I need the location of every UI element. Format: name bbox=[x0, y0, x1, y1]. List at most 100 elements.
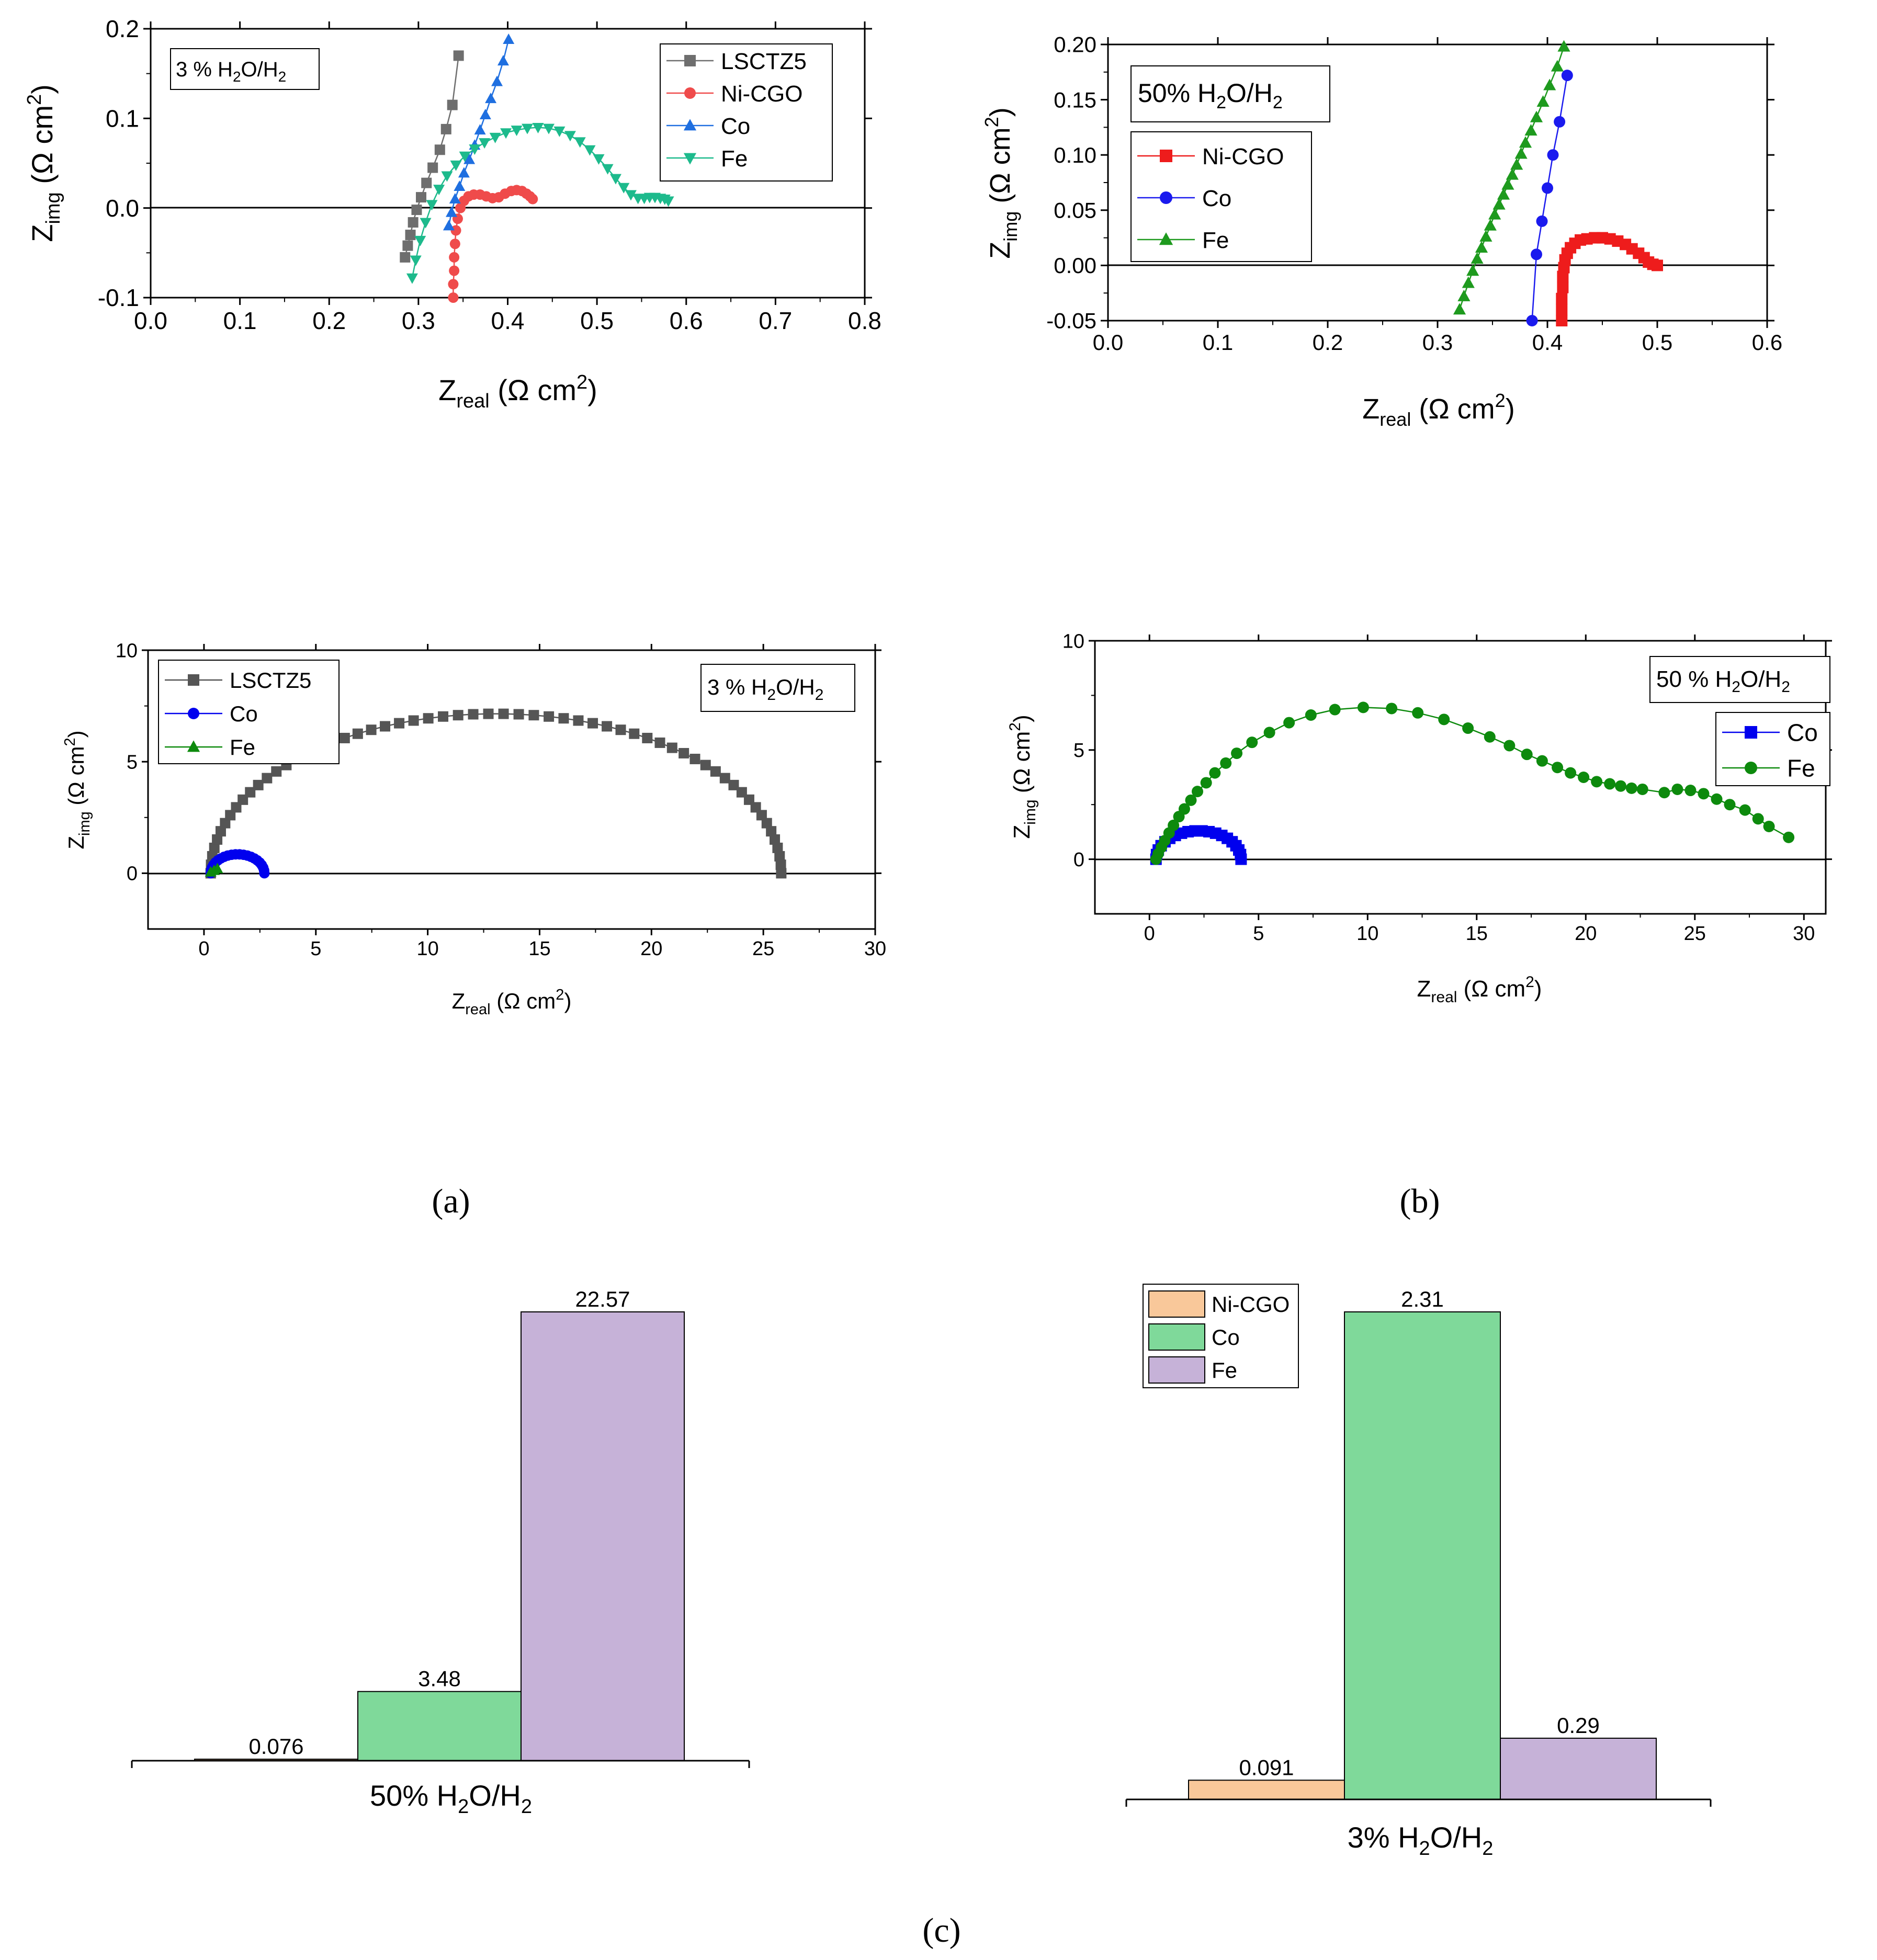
data-point-fe bbox=[1711, 793, 1723, 805]
data-point-lsctz5 bbox=[774, 851, 785, 862]
legend-label-ni-cgo: Ni-CGO bbox=[1202, 144, 1284, 169]
y-tick-label: 5 bbox=[127, 752, 138, 774]
legend-swatch-fe bbox=[1148, 1356, 1205, 1384]
x-tick-label: 0.0 bbox=[134, 307, 167, 334]
data-point-ni-cgo bbox=[449, 239, 460, 250]
data-point-fe bbox=[542, 123, 555, 134]
data-point-fe bbox=[1530, 110, 1543, 122]
x-tick-label: 0.3 bbox=[1422, 330, 1453, 355]
data-point-fe bbox=[426, 200, 438, 211]
legend-marker-fe bbox=[1745, 762, 1757, 774]
data-point-fe bbox=[414, 235, 426, 246]
data-point-co bbox=[1542, 182, 1553, 194]
data-point-lsctz5 bbox=[215, 826, 226, 837]
legend-marker-co bbox=[1745, 726, 1757, 739]
data-point-fe bbox=[593, 154, 605, 165]
bar-series: 0.076 3.48 22.57 bbox=[194, 1287, 685, 1761]
data-point-fe bbox=[410, 255, 422, 266]
legend-label-fe: Fe bbox=[1787, 755, 1815, 782]
x-tick-label: 0.4 bbox=[491, 307, 525, 334]
data-point-lsctz5 bbox=[352, 728, 363, 739]
data-point-lsctz5 bbox=[468, 709, 479, 720]
legend: Ni-CGO Co Fe bbox=[1137, 144, 1284, 253]
legend-marker-co bbox=[683, 119, 697, 131]
y-tick-label: 0.10 bbox=[1054, 143, 1096, 167]
condition-label: 50 % H2O/H2 bbox=[1656, 666, 1790, 696]
data-point-lsctz5 bbox=[209, 842, 220, 853]
data-point-fe bbox=[1191, 786, 1203, 798]
data-point-fe bbox=[1484, 219, 1497, 231]
data-point-lsctz5 bbox=[710, 766, 721, 777]
legend-label-co: Co bbox=[230, 701, 258, 726]
data-point-fe bbox=[1329, 704, 1341, 716]
bar-value-label-ni-cgo: 0.076 bbox=[248, 1734, 303, 1759]
data-point-fe bbox=[1412, 707, 1424, 719]
chart-b2-nyquist-50pct-full: 0 5 10 15 20 25 30 0 5 10 50 % H2O/H2 Co Fe Zreal … bbox=[1007, 630, 1832, 1006]
data-point-fe bbox=[406, 273, 418, 284]
series-line-fe bbox=[1458, 46, 1565, 310]
data-point-fe bbox=[1386, 703, 1398, 715]
data-point-lsctz5 bbox=[679, 747, 689, 758]
data-point-lsctz5 bbox=[666, 742, 677, 753]
data-point-lsctz5 bbox=[615, 724, 626, 735]
legend-label-ni-cgo: Ni-CGO bbox=[721, 81, 802, 107]
data-point-fe bbox=[564, 131, 576, 142]
x-tick-label: 0.3 bbox=[402, 307, 435, 334]
condition-box bbox=[170, 48, 320, 90]
data-point-fe bbox=[1698, 788, 1710, 800]
legend-marker-co bbox=[1160, 191, 1172, 204]
data-point-fe bbox=[1763, 820, 1775, 832]
data-point-lsctz5 bbox=[453, 710, 463, 721]
data-point-lsctz5 bbox=[253, 779, 264, 790]
x-tick-label: 10 bbox=[416, 938, 438, 960]
data-point-fe bbox=[1506, 168, 1519, 180]
y-tick-label: 0 bbox=[127, 863, 138, 885]
data-point-fe bbox=[459, 151, 471, 162]
x-tick-label: 15 bbox=[1466, 923, 1488, 945]
bar-co bbox=[1344, 1311, 1501, 1800]
data-point-fe bbox=[1209, 767, 1221, 779]
data-point-lsctz5 bbox=[528, 710, 539, 721]
bar-value-label-co: 3.48 bbox=[418, 1667, 461, 1691]
data-point-lsctz5 bbox=[558, 713, 569, 724]
data-point-fe bbox=[1591, 776, 1603, 788]
data-point-ni-cgo bbox=[449, 252, 460, 263]
data-point-ni-cgo bbox=[1556, 315, 1568, 326]
y-tick-label: -0.1 bbox=[98, 284, 139, 311]
data-point-fe bbox=[584, 145, 596, 156]
x-tick-label: 0.6 bbox=[1752, 330, 1782, 355]
data-point-lsctz5 bbox=[775, 859, 786, 870]
legend-label-ni-cgo: Ni-CGO bbox=[1212, 1292, 1290, 1317]
data-point-co bbox=[1561, 70, 1573, 82]
chart-b1-nyquist-50pct: 0.0 0.1 0.2 0.3 0.4 0.5 0.6 -0.05 0.00 0.05 0.10 0.… bbox=[981, 32, 1782, 430]
x-axis-title: 50% H2O/H2 bbox=[370, 1779, 532, 1818]
x-tick-label: 0.8 bbox=[848, 307, 881, 334]
legend-label-lsctz5: LSCTZ5 bbox=[230, 668, 311, 693]
legend: Co Fe bbox=[1722, 719, 1818, 782]
data-point-lsctz5 bbox=[438, 711, 449, 722]
data-point-fe bbox=[1200, 777, 1212, 789]
x-axis-title: Zreal (Ω cm2) bbox=[1417, 973, 1542, 1006]
data-point-fe bbox=[1625, 782, 1637, 794]
data-point-lsctz5 bbox=[245, 787, 256, 798]
x-tick-label: 20 bbox=[640, 938, 662, 960]
condition-box bbox=[1649, 656, 1830, 703]
x-tick-label: 20 bbox=[1575, 923, 1597, 945]
data-point-co bbox=[1554, 116, 1566, 128]
bar-co bbox=[357, 1691, 522, 1761]
x-tick-label: 25 bbox=[752, 938, 774, 960]
data-point-fe bbox=[609, 174, 621, 185]
data-point-fe bbox=[1551, 60, 1564, 72]
data-point-lsctz5 bbox=[405, 230, 416, 241]
data-point-fe bbox=[1684, 785, 1697, 797]
data-point-lsctz5 bbox=[220, 818, 231, 829]
data-point-ni-cgo bbox=[1557, 281, 1569, 293]
legend: Ni-CGO Co Fe bbox=[1148, 1290, 1290, 1384]
data-point-ni-cgo bbox=[450, 225, 461, 236]
bar-value-label-fe: 22.57 bbox=[575, 1287, 630, 1311]
bar-fe bbox=[1500, 1737, 1657, 1800]
chart-c1-bars-50pct: 0.076 3.48 22.57 50% H2O/H2 bbox=[131, 1287, 750, 1818]
data-series bbox=[400, 33, 674, 303]
x-tick-label: 30 bbox=[1793, 923, 1815, 945]
condition-box bbox=[1130, 65, 1330, 122]
